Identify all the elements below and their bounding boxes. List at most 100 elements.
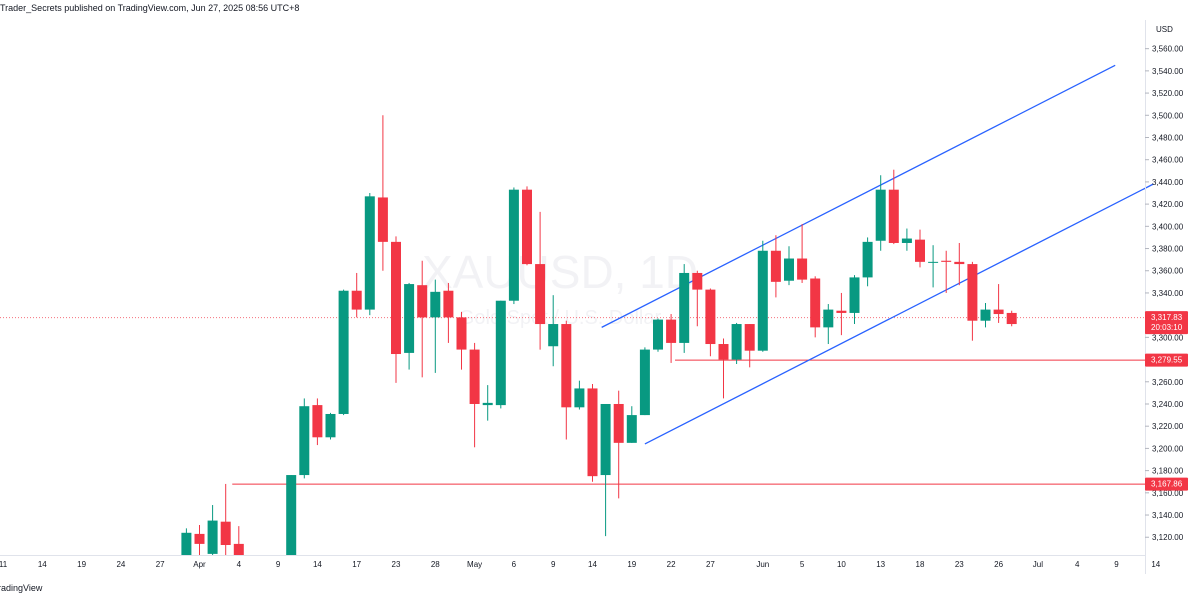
candle-body bbox=[430, 291, 441, 318]
candle bbox=[967, 261, 978, 341]
x-tick-label: 14 bbox=[313, 560, 322, 569]
candle-body bbox=[548, 324, 559, 347]
candle bbox=[901, 228, 912, 251]
candle-body bbox=[941, 260, 952, 262]
candle bbox=[456, 311, 467, 370]
x-tick-label: Jun bbox=[756, 560, 769, 569]
currency-label: USD bbox=[1156, 25, 1173, 34]
drawings bbox=[0, 64, 1154, 485]
candle bbox=[325, 412, 336, 440]
candle bbox=[797, 224, 808, 283]
candle-body bbox=[692, 272, 703, 290]
candle bbox=[495, 300, 506, 409]
candle bbox=[417, 260, 428, 378]
candle bbox=[653, 318, 663, 352]
candle-body bbox=[469, 349, 480, 404]
candle bbox=[784, 246, 794, 286]
candle-body bbox=[954, 261, 965, 265]
y-tick-label: 3,260.00 bbox=[1152, 378, 1184, 387]
x-tick-label: 27 bbox=[706, 560, 715, 569]
candle bbox=[744, 324, 755, 368]
y-tick-label: 3,460.00 bbox=[1152, 156, 1184, 165]
x-tick-label: 14 bbox=[38, 560, 47, 569]
x-tick-label: 23 bbox=[955, 560, 964, 569]
candle bbox=[535, 211, 546, 350]
x-tick-label: 24 bbox=[116, 560, 125, 569]
candle bbox=[299, 398, 310, 479]
x-tick-label: 19 bbox=[627, 560, 636, 569]
candle-body bbox=[194, 533, 205, 544]
x-tick-label: 4 bbox=[237, 560, 242, 569]
candle-body bbox=[522, 189, 532, 265]
x-tick-label: 17 bbox=[352, 560, 361, 569]
price-axis[interactable]: 3,120.00 3,140.00 3,160.00 3,180.00 3,200.00… bbox=[1145, 45, 1184, 543]
channel-lower-trendline[interactable] bbox=[644, 183, 1154, 445]
candle-body bbox=[888, 189, 899, 243]
y-tick-label: 3,500.00 bbox=[1152, 111, 1184, 120]
candle-body bbox=[233, 543, 244, 555]
candle-body bbox=[574, 388, 585, 408]
candle-body bbox=[626, 415, 637, 443]
support-level-label-bg bbox=[1145, 477, 1188, 491]
candle-body bbox=[391, 241, 401, 355]
y-tick-label: 3,160.00 bbox=[1152, 489, 1184, 498]
candle-body bbox=[482, 402, 493, 406]
candle bbox=[482, 385, 493, 421]
candle-body bbox=[456, 317, 467, 350]
candle bbox=[928, 245, 939, 288]
candle-body bbox=[915, 239, 925, 262]
candle-body bbox=[220, 521, 231, 546]
watermark-description: Gold Spot / U.S. Dollar bbox=[459, 307, 662, 329]
candle bbox=[600, 403, 611, 537]
x-tick-label: 9 bbox=[1114, 560, 1119, 569]
candle-body bbox=[770, 250, 781, 282]
candle bbox=[508, 187, 519, 305]
candle-body bbox=[993, 309, 1004, 315]
candle bbox=[194, 525, 205, 555]
candle-body bbox=[862, 241, 873, 278]
candle-body bbox=[980, 309, 991, 321]
candle-body bbox=[417, 285, 428, 318]
y-tick-label: 3,140.00 bbox=[1152, 511, 1184, 520]
x-tick-label: 6 bbox=[512, 560, 517, 569]
candle bbox=[810, 276, 821, 338]
y-tick-label: 3,240.00 bbox=[1152, 400, 1184, 409]
candle bbox=[626, 406, 637, 443]
y-tick-label: 3,540.00 bbox=[1152, 67, 1184, 76]
x-tick-label: Jul bbox=[1033, 560, 1043, 569]
x-tick-label: 27 bbox=[156, 560, 165, 569]
candle bbox=[980, 302, 991, 328]
candle-body bbox=[377, 197, 388, 242]
candle bbox=[731, 322, 742, 365]
candle-body bbox=[587, 388, 598, 477]
candle bbox=[705, 288, 716, 357]
y-tick-label: 3,340.00 bbox=[1152, 289, 1184, 298]
time-axis[interactable]: 11 14 19 24 27 Apr 4 9 14 17 23 28 May 6 9 14 19 22 27 Jun 5… bbox=[0, 560, 1161, 569]
candle-body bbox=[325, 413, 336, 438]
candle bbox=[666, 314, 677, 363]
candle-body bbox=[679, 272, 690, 343]
candle bbox=[207, 505, 218, 555]
last-price-label-bg bbox=[1145, 311, 1188, 335]
candle-body bbox=[810, 278, 821, 328]
x-tick-label: 9 bbox=[276, 560, 281, 569]
candle bbox=[993, 284, 1004, 323]
candle bbox=[220, 483, 231, 555]
y-tick-label: 3,180.00 bbox=[1152, 467, 1184, 476]
candle bbox=[312, 398, 323, 446]
candle-body bbox=[351, 290, 362, 310]
candle-body bbox=[404, 284, 415, 353]
candle-body bbox=[797, 258, 808, 280]
level-2-label: 3,279.55 bbox=[1145, 353, 1188, 367]
candle bbox=[574, 380, 585, 410]
candle-body bbox=[836, 310, 847, 313]
x-tick-label: 26 bbox=[994, 560, 1003, 569]
candle-body bbox=[312, 405, 323, 438]
level-2-label-bg bbox=[1145, 353, 1188, 367]
candle bbox=[692, 270, 703, 327]
candle-body bbox=[338, 290, 349, 414]
candle bbox=[718, 338, 729, 399]
candle-body bbox=[443, 290, 454, 318]
